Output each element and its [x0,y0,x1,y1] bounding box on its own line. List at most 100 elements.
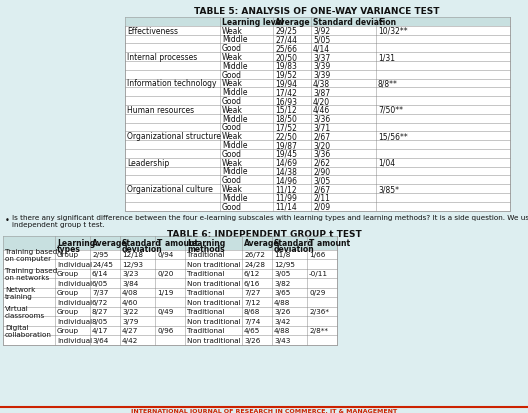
Text: Organizational culture: Organizational culture [127,185,213,194]
Text: Weak: Weak [222,158,243,167]
Text: Individual: Individual [57,299,92,305]
Text: Middle: Middle [222,36,248,44]
Text: Weak: Weak [222,132,243,141]
Text: Weak: Weak [222,106,243,115]
Text: 2/8**: 2/8** [309,328,328,334]
Text: 2/95: 2/95 [92,252,108,258]
Text: 3/39: 3/39 [313,71,330,80]
Text: INTERNATIONAL JOURNAL OF RESEARCH IN COMMERCE, IT & MANAGEMENT: INTERNATIONAL JOURNAL OF RESEARCH IN COM… [131,408,397,413]
Text: 12/18: 12/18 [122,252,143,258]
Text: Training based
on computer: Training based on computer [5,248,58,261]
Text: 20/50: 20/50 [275,53,297,62]
Text: 8/05: 8/05 [92,318,108,324]
Text: 8/68: 8/68 [244,309,260,315]
Text: 3/36: 3/36 [313,150,330,159]
Text: 8/8**: 8/8** [378,79,398,88]
Text: Weak: Weak [222,53,243,62]
Text: 4/88: 4/88 [274,299,290,305]
Text: 1/04: 1/04 [378,158,395,167]
Text: 3/43: 3/43 [274,337,290,343]
Text: Middle: Middle [222,88,248,97]
Text: 10/32**: 10/32** [378,26,408,36]
Text: Weak: Weak [222,26,243,36]
Text: 2/62: 2/62 [313,158,330,167]
Text: Good: Good [222,97,242,106]
Text: 11/99: 11/99 [275,193,297,202]
Text: Middle: Middle [222,167,248,176]
Text: 3/85*: 3/85* [378,185,399,194]
Text: Middle: Middle [222,62,248,71]
Text: Good: Good [222,44,242,53]
Text: Leadership: Leadership [127,158,169,167]
Text: Non traditional: Non traditional [187,318,241,324]
Text: 3/42: 3/42 [274,318,290,324]
Text: 3/26: 3/26 [274,309,290,315]
Text: 3/36: 3/36 [313,114,330,123]
Text: Non traditional: Non traditional [187,261,241,267]
Text: 6/14: 6/14 [92,271,108,277]
Text: Standard: Standard [122,238,162,247]
Bar [3,236,337,345]
Text: Digital
collaboration: Digital collaboration [5,324,52,337]
Text: Learning level: Learning level [222,18,284,27]
Text: 14/38: 14/38 [275,167,297,176]
Text: 4/17: 4/17 [92,328,108,334]
Text: Individual: Individual [57,337,92,343]
Text: 4/65: 4/65 [244,328,260,334]
Text: 0/20: 0/20 [157,271,173,277]
Text: Good: Good [222,150,242,159]
Text: 7/50**: 7/50** [378,106,403,115]
Text: 25/66: 25/66 [275,44,297,53]
Text: 3/20: 3/20 [313,141,330,150]
Text: T amount: T amount [309,239,350,247]
Text: 24/28: 24/28 [244,261,265,267]
Text: 3/92: 3/92 [313,26,330,36]
Text: Average: Average [92,239,128,247]
Text: 3/39: 3/39 [313,62,330,71]
Text: 2/09: 2/09 [313,202,330,211]
Text: 11/12: 11/12 [275,185,297,194]
Text: 4/38: 4/38 [313,79,330,88]
Text: 3/22: 3/22 [122,309,138,315]
Text: Good: Good [222,202,242,211]
Text: 4/14: 4/14 [313,44,330,53]
Text: 3/26: 3/26 [244,337,260,343]
Text: 15/12: 15/12 [275,106,297,115]
Text: Traditional: Traditional [187,328,224,334]
Text: 6/05: 6/05 [92,280,108,286]
Text: Individual: Individual [57,318,92,324]
Text: 3/65: 3/65 [274,290,290,296]
Text: 19/83: 19/83 [275,62,297,71]
Text: Group: Group [57,328,79,334]
Text: 17/42: 17/42 [275,88,297,97]
Text: -0/11: -0/11 [309,271,328,277]
Text: 15/56**: 15/56** [378,132,408,141]
Text: 18/50: 18/50 [275,114,297,123]
Text: 0/49: 0/49 [157,309,173,315]
Text: Network
training: Network training [5,286,35,299]
Text: 12/93: 12/93 [122,261,143,267]
Text: 7/37: 7/37 [92,290,108,296]
Bar [125,18,510,27]
Text: Standard: Standard [274,238,314,247]
Text: 3/84: 3/84 [122,280,138,286]
Text: 4/27: 4/27 [122,328,138,334]
Text: Non traditional: Non traditional [187,337,241,343]
Text: 2/90: 2/90 [313,167,330,176]
Text: 2/11: 2/11 [313,193,330,202]
Text: Weak: Weak [222,185,243,194]
Text: 19/52: 19/52 [275,71,297,80]
Text: Traditional: Traditional [187,290,224,296]
Text: Good: Good [222,176,242,185]
Text: TABLE 6: INDEPENDENT GROUP t TEST: TABLE 6: INDEPENDENT GROUP t TEST [167,229,361,238]
Text: •: • [5,215,10,224]
Text: 1/31: 1/31 [378,53,395,62]
Text: Middle: Middle [222,193,248,202]
Text: Effectiveness: Effectiveness [127,26,178,36]
Text: Training based
on networks: Training based on networks [5,267,58,280]
Text: 3/79: 3/79 [122,318,138,324]
Text: 1/19: 1/19 [157,290,173,296]
Text: independent group t test.: independent group t test. [12,221,105,227]
Text: Good: Good [222,123,242,132]
Text: 19/94: 19/94 [275,79,297,88]
